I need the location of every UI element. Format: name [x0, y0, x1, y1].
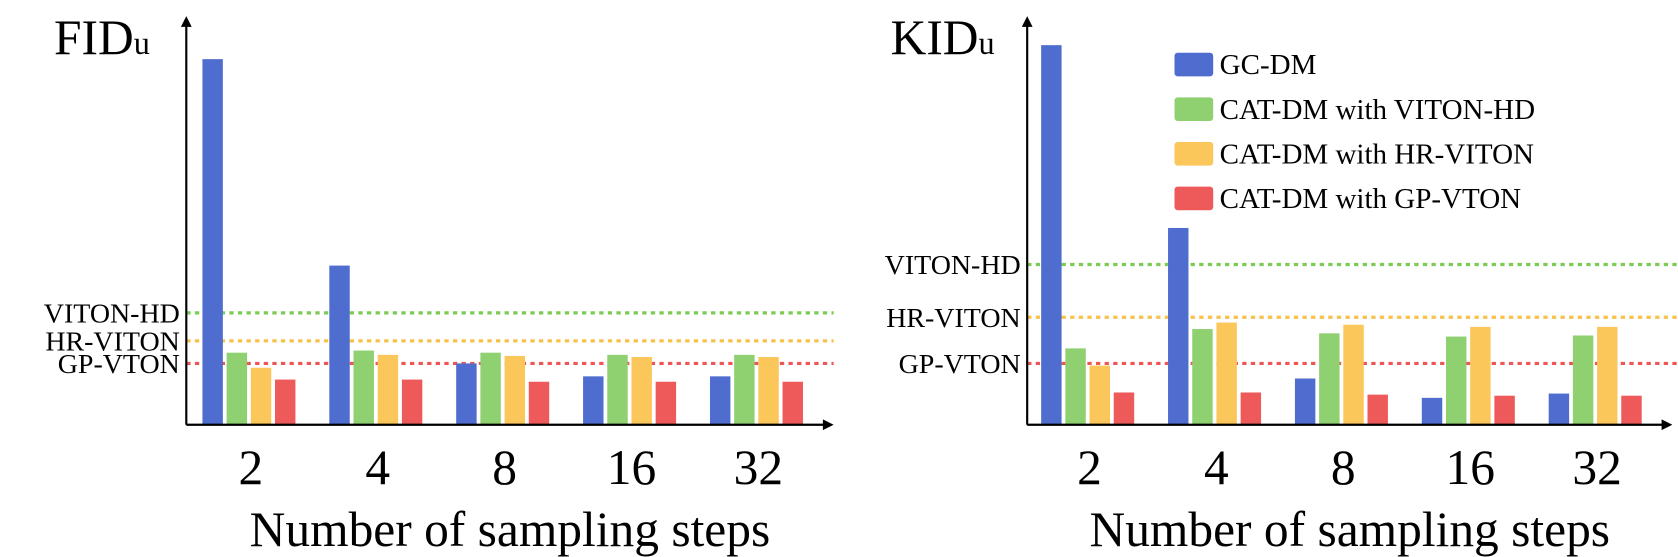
- x-tick-label: 4: [365, 440, 390, 495]
- legend-swatch: [1174, 186, 1214, 211]
- bar: [1343, 324, 1364, 425]
- bar: [377, 354, 399, 425]
- title-subscript: u: [979, 25, 995, 61]
- bar: [1065, 348, 1086, 425]
- legend-label: CAT-DM with HR-VITON: [1220, 138, 1534, 170]
- reference-label: GP-VTON: [58, 349, 180, 380]
- bar: [456, 363, 477, 425]
- bar: [353, 350, 374, 425]
- bar: [1572, 335, 1594, 425]
- title-subscript: u: [134, 25, 150, 61]
- reference-label: VITON-HD: [885, 250, 1021, 281]
- legend-swatch: [1174, 141, 1214, 166]
- y-axis-arrow: [180, 16, 192, 27]
- legend-label: CAT-DM with VITON-HD: [1220, 94, 1535, 126]
- bar: [734, 354, 755, 425]
- bar: [1548, 393, 1570, 425]
- bar: [1089, 365, 1110, 425]
- bar: [655, 381, 677, 425]
- bar: [480, 352, 501, 425]
- x-tick-label: 2: [1077, 440, 1102, 495]
- bar: [631, 356, 652, 425]
- bar: [504, 355, 526, 425]
- x-tick-label: 4: [1204, 440, 1229, 495]
- title-main: FID: [54, 10, 134, 65]
- chart-title: FIDu: [54, 10, 150, 65]
- bar: [202, 59, 223, 425]
- x-axis-arrow: [822, 419, 834, 431]
- bar: [758, 356, 779, 425]
- chart-title: KIDu: [891, 10, 995, 65]
- legend-label: CAT-DM with GP-VTON: [1220, 183, 1522, 215]
- bar: [1294, 378, 1316, 425]
- x-tick-label: 16: [607, 440, 656, 495]
- bar: [1113, 392, 1135, 425]
- bar: [1421, 397, 1443, 425]
- x-axis-label: Number of sampling steps: [250, 502, 771, 557]
- bar: [401, 379, 423, 425]
- bar: [1367, 394, 1388, 425]
- legend-swatch: [1174, 52, 1214, 77]
- bar: [1240, 392, 1262, 425]
- bar: [250, 367, 272, 425]
- bar: [1041, 45, 1062, 425]
- bar: [329, 265, 350, 425]
- bar: [1168, 227, 1189, 425]
- bar: [1597, 326, 1618, 425]
- bar: [275, 379, 296, 425]
- legend-label: GC-DM: [1220, 49, 1317, 81]
- bar: [528, 381, 550, 425]
- bar: [1192, 329, 1213, 425]
- reference-label: GP-VTON: [899, 349, 1021, 380]
- bar: [1494, 395, 1515, 425]
- bar: [226, 352, 248, 425]
- bar: [1216, 322, 1237, 425]
- bar: [1470, 326, 1491, 425]
- x-tick-label: 8: [1331, 440, 1356, 495]
- bar: [1446, 336, 1467, 425]
- title-main: KID: [891, 10, 979, 65]
- bar: [607, 354, 628, 425]
- x-tick-label: 32: [734, 440, 783, 495]
- reference-label: HR-VITON: [886, 303, 1021, 334]
- legend-swatch: [1174, 97, 1214, 121]
- bar: [1319, 333, 1340, 425]
- bar: [782, 381, 803, 425]
- bar: [1621, 395, 1642, 425]
- bar: [709, 376, 731, 425]
- x-tick-label: 16: [1445, 440, 1494, 495]
- x-axis-arrow: [1661, 419, 1673, 431]
- reference-label: VITON-HD: [44, 299, 180, 330]
- bar: [583, 376, 604, 425]
- x-tick-label: 32: [1572, 440, 1621, 495]
- x-tick-label: 8: [492, 440, 517, 495]
- x-tick-label: 2: [238, 440, 263, 495]
- y-axis-arrow: [1021, 16, 1033, 27]
- reference-label: HR-VITON: [45, 327, 180, 358]
- x-axis-label: Number of sampling steps: [1089, 502, 1610, 557]
